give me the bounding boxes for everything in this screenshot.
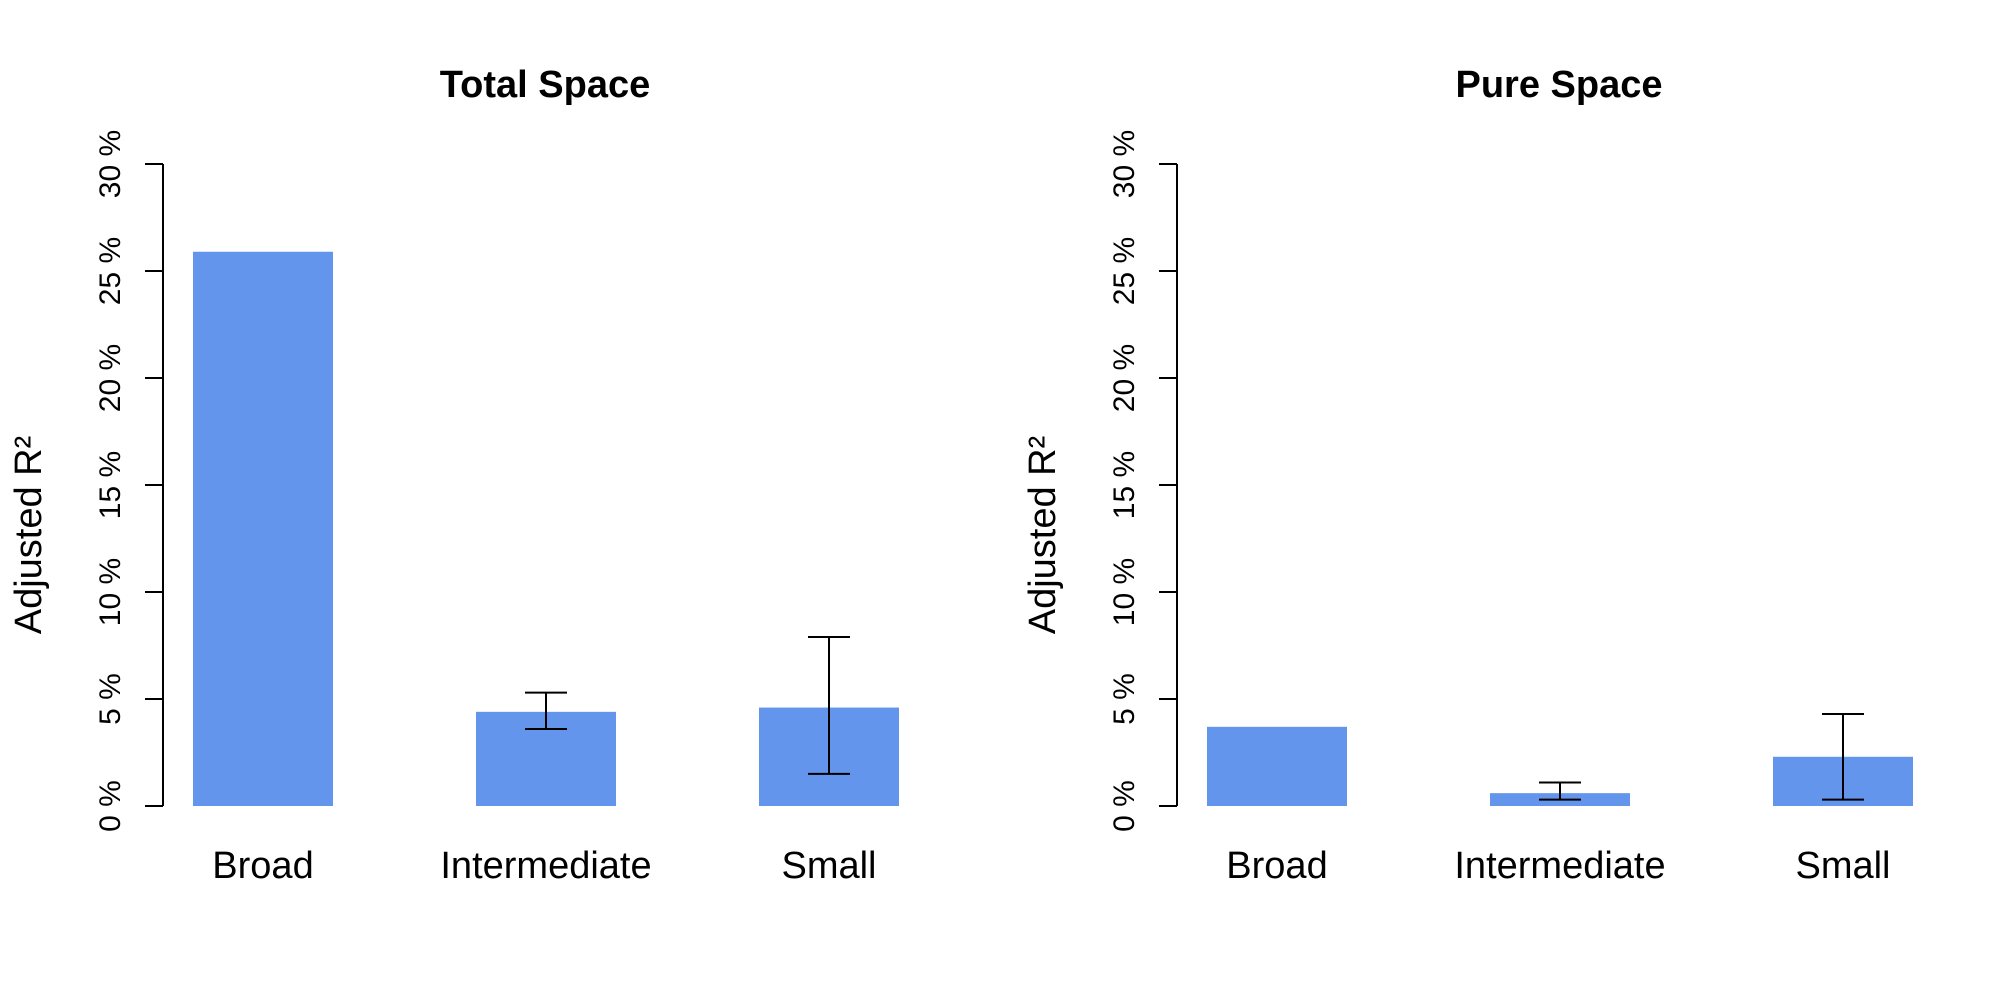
chart-title: Pure Space [1456,64,1663,106]
error-bar-small [808,635,850,775]
error-bar-intermediate [1539,781,1581,801]
error-bar-small [1822,712,1864,801]
y-tick-label: 0 % [1108,780,1141,832]
y-tick-label: 25 % [1108,237,1141,305]
bar-broad [193,251,333,807]
category-label: Intermediate [1454,845,1665,887]
category-label: Small [1795,845,1890,887]
y-axis-label: Adjusted R² [8,436,50,635]
y-axis-label: Adjusted R² [1022,436,1064,635]
chart-panel-2: Pure Space 0 % 5 % 10 % 15 % 20 % 25 % 30 % Adju… [1022,64,1913,887]
y-tick-label: 0 % [94,780,127,832]
chart-panel-1: Total Space 0 % 5 % 10 % 15 % 20 % 25 % 30 % Adj… [8,64,899,887]
y-tick-label: 25 % [94,237,127,305]
y-tick-label: 5 % [1108,673,1141,725]
y-tick-label: 15 % [1108,451,1141,519]
category-label: Broad [212,845,313,887]
y-tick-label: 5 % [94,673,127,725]
error-bar-intermediate [525,691,567,730]
y-tick-label: 30 % [94,130,127,198]
y-tick-label: 15 % [94,451,127,519]
category-label: Intermediate [440,845,651,887]
y-tick-label: 30 % [1108,130,1141,198]
chart-title: Total Space [440,64,650,106]
category-label: Broad [1226,845,1327,887]
bar-broad [1207,726,1347,806]
y-tick-label: 10 % [1108,558,1141,626]
y-tick-label: 10 % [94,558,127,626]
y-tick-label: 20 % [94,344,127,412]
category-label: Small [781,845,876,887]
y-tick-label: 20 % [1108,344,1141,412]
